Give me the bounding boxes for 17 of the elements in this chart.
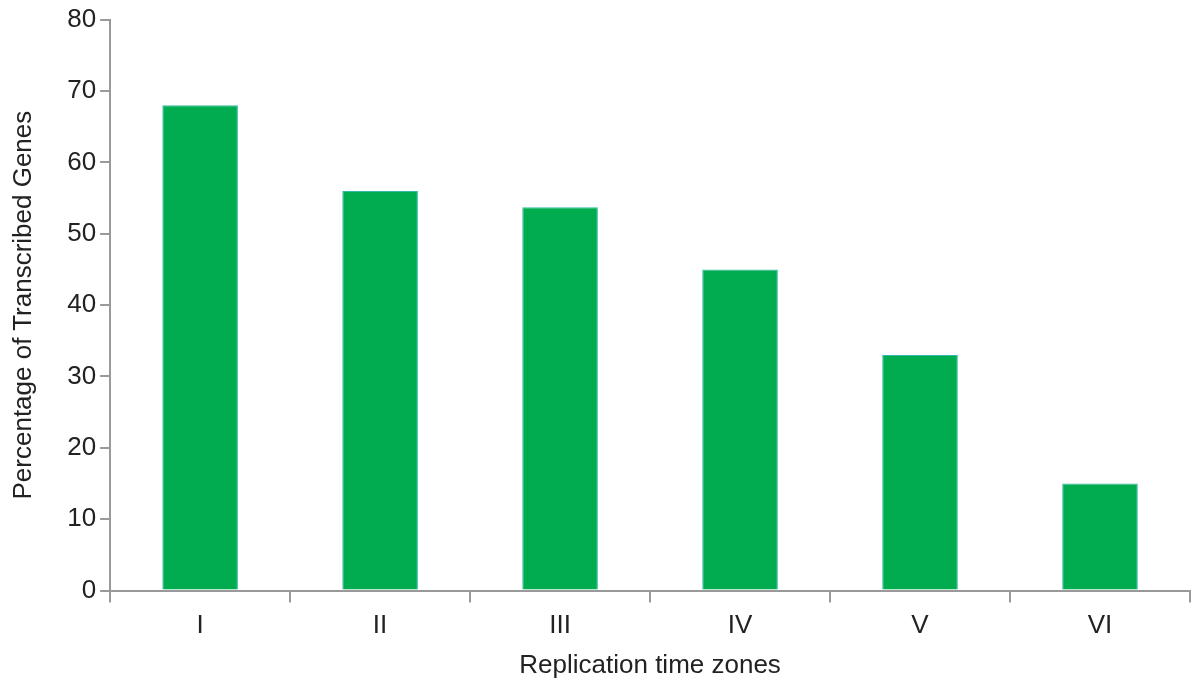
y-tick-label: 30	[67, 359, 97, 390]
y-axis-title: Percentage of Transcribed Genes	[6, 110, 37, 500]
y-tick-label: 50	[67, 216, 97, 247]
x-axis-title: Replication time zones	[519, 648, 781, 679]
y-tick-label: 20	[67, 431, 97, 462]
y-tick-label: 0	[81, 573, 97, 604]
y-tick-label: 40	[67, 288, 97, 319]
x-tick-label: I	[196, 609, 204, 640]
y-tick-label: 60	[67, 145, 97, 176]
x-tick-label: II	[372, 609, 388, 640]
x-tick-label: VI	[1087, 609, 1113, 640]
y-tick-label: 80	[67, 2, 97, 33]
x-tick-label: V	[911, 609, 930, 640]
x-tick-label: III	[549, 609, 571, 640]
y-tick-label: 70	[67, 74, 97, 105]
x-tick-label: IV	[727, 609, 753, 640]
y-tick-label: 10	[67, 502, 97, 533]
